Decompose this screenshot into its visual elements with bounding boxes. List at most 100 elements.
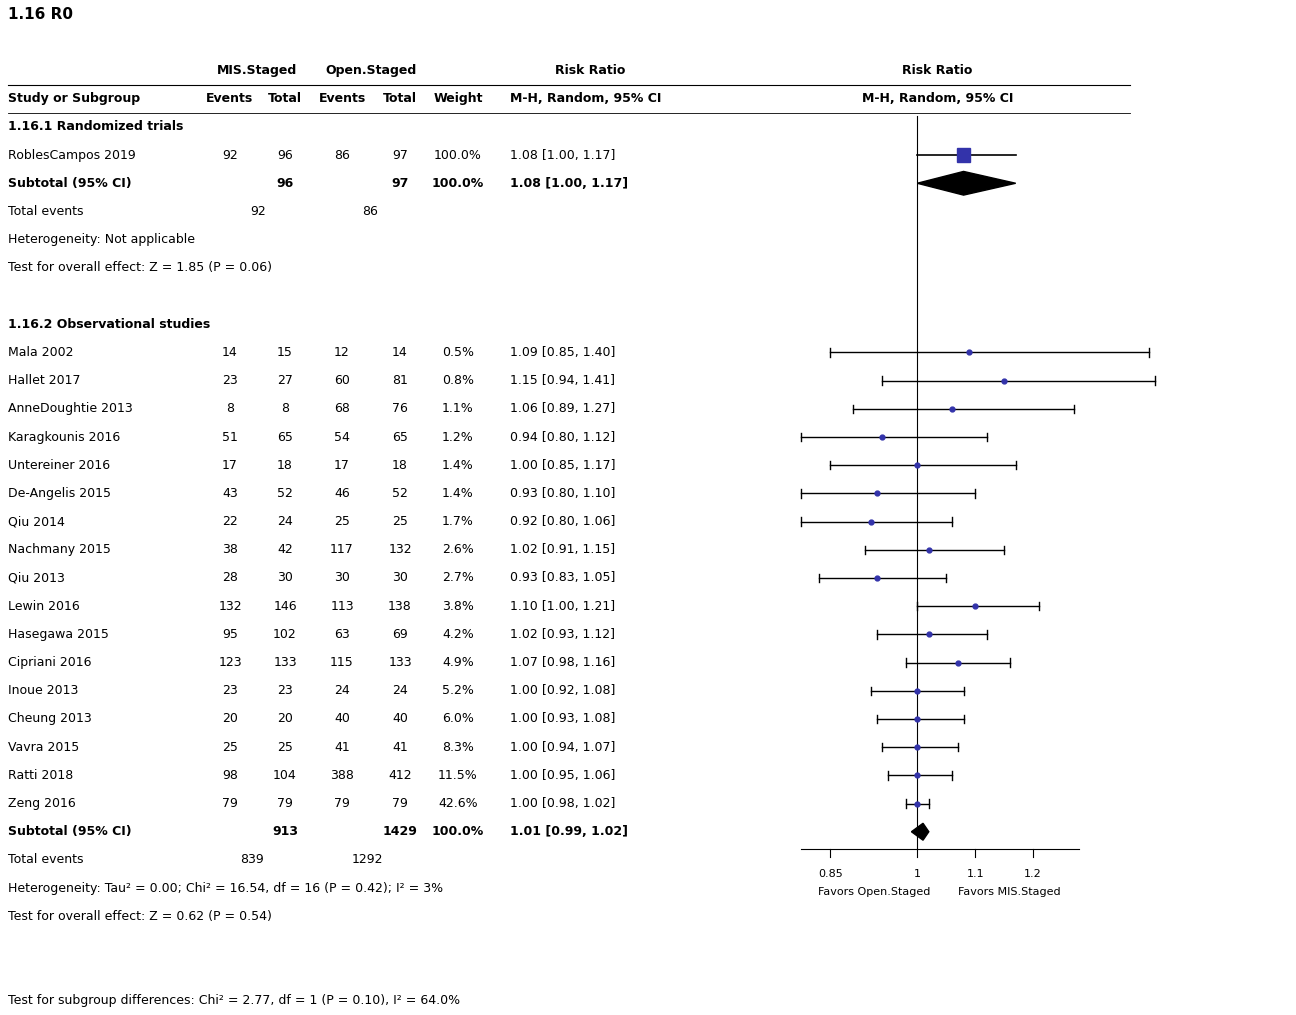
- Text: 15: 15: [277, 346, 293, 359]
- Text: 98: 98: [222, 768, 238, 782]
- Text: 27: 27: [277, 375, 293, 387]
- Text: 1.02 [0.93, 1.12]: 1.02 [0.93, 1.12]: [511, 628, 616, 640]
- Text: Zeng 2016: Zeng 2016: [8, 797, 75, 810]
- Text: 79: 79: [393, 797, 408, 810]
- Text: 1.02 [0.91, 1.15]: 1.02 [0.91, 1.15]: [511, 543, 616, 556]
- Text: 24: 24: [277, 515, 293, 528]
- Text: 6.0%: 6.0%: [442, 713, 474, 726]
- Text: 69: 69: [393, 628, 408, 640]
- Text: 18: 18: [277, 459, 293, 472]
- Text: 412: 412: [389, 768, 412, 782]
- Text: 1.00 [0.98, 1.02]: 1.00 [0.98, 1.02]: [511, 797, 616, 810]
- Text: 17: 17: [334, 459, 350, 472]
- Text: 100.0%: 100.0%: [432, 177, 485, 190]
- Text: 97: 97: [393, 148, 408, 161]
- Text: 123: 123: [218, 656, 242, 669]
- Text: 1: 1: [914, 869, 920, 879]
- Text: MIS.Staged: MIS.Staged: [218, 64, 298, 77]
- Text: Hasegawa 2015: Hasegawa 2015: [8, 628, 109, 640]
- Text: 96: 96: [276, 177, 294, 190]
- Text: 43: 43: [222, 487, 238, 500]
- Text: 0.94 [0.80, 1.12]: 0.94 [0.80, 1.12]: [511, 430, 616, 444]
- Text: 100.0%: 100.0%: [434, 148, 482, 161]
- Text: Lewin 2016: Lewin 2016: [8, 600, 80, 613]
- Text: 1429: 1429: [382, 825, 417, 838]
- Text: 52: 52: [393, 487, 408, 500]
- Text: M-H, Random, 95% CI: M-H, Random, 95% CI: [862, 92, 1013, 106]
- Bar: [956, 148, 971, 162]
- Text: Risk Ratio: Risk Ratio: [555, 64, 625, 77]
- Text: 65: 65: [277, 430, 293, 444]
- Text: 115: 115: [330, 656, 354, 669]
- Text: 8.3%: 8.3%: [442, 741, 474, 754]
- Text: 86: 86: [362, 205, 378, 218]
- Text: 25: 25: [334, 515, 350, 528]
- Text: 4.9%: 4.9%: [442, 656, 474, 669]
- Text: 1292: 1292: [353, 854, 384, 867]
- Text: 1.4%: 1.4%: [442, 459, 474, 472]
- Text: 14: 14: [393, 346, 408, 359]
- Text: Open.Staged: Open.Staged: [325, 64, 416, 77]
- Polygon shape: [918, 172, 1016, 195]
- Text: 1.09 [0.85, 1.40]: 1.09 [0.85, 1.40]: [511, 346, 616, 359]
- Text: 79: 79: [277, 797, 293, 810]
- Text: 1.08 [1.00, 1.17]: 1.08 [1.00, 1.17]: [511, 177, 629, 190]
- Text: 113: 113: [330, 600, 354, 613]
- Text: Test for subgroup differences: Chi² = 2.77, df = 1 (P = 0.10), I² = 64.0%: Test for subgroup differences: Chi² = 2.…: [8, 995, 460, 1008]
- Text: Nachmany 2015: Nachmany 2015: [8, 543, 111, 556]
- Text: 0.93 [0.80, 1.10]: 0.93 [0.80, 1.10]: [511, 487, 616, 500]
- Text: 2.7%: 2.7%: [442, 571, 474, 585]
- Text: 1.7%: 1.7%: [442, 515, 474, 528]
- Text: 46: 46: [334, 487, 350, 500]
- Text: 388: 388: [330, 768, 354, 782]
- Text: 1.2%: 1.2%: [442, 430, 474, 444]
- Text: Test for overall effect: Z = 1.85 (P = 0.06): Test for overall effect: Z = 1.85 (P = 0…: [8, 261, 272, 274]
- Text: 0.8%: 0.8%: [442, 375, 474, 387]
- Text: Events: Events: [206, 92, 254, 106]
- Text: 30: 30: [393, 571, 408, 585]
- Text: 146: 146: [273, 600, 297, 613]
- Text: 839: 839: [240, 854, 264, 867]
- Text: 86: 86: [334, 148, 350, 161]
- Text: M-H, Random, 95% CI: M-H, Random, 95% CI: [511, 92, 661, 106]
- Text: 40: 40: [334, 713, 350, 726]
- Text: 133: 133: [389, 656, 412, 669]
- Text: De-Angelis 2015: De-Angelis 2015: [8, 487, 111, 500]
- Text: 100.0%: 100.0%: [432, 825, 485, 838]
- Text: 3.8%: 3.8%: [442, 600, 474, 613]
- Text: 5.2%: 5.2%: [442, 684, 474, 697]
- Text: 1.15 [0.94, 1.41]: 1.15 [0.94, 1.41]: [511, 375, 616, 387]
- Text: 25: 25: [393, 515, 408, 528]
- Text: 97: 97: [391, 177, 408, 190]
- Text: 41: 41: [393, 741, 408, 754]
- Text: Inoue 2013: Inoue 2013: [8, 684, 78, 697]
- Text: 132: 132: [389, 543, 412, 556]
- Text: 79: 79: [334, 797, 350, 810]
- Text: 68: 68: [334, 402, 350, 415]
- Text: Favors Open.Staged: Favors Open.Staged: [818, 887, 931, 896]
- Text: 92: 92: [250, 205, 266, 218]
- Text: Total: Total: [268, 92, 302, 106]
- Text: 132: 132: [218, 600, 242, 613]
- Text: Vavra 2015: Vavra 2015: [8, 741, 79, 754]
- Text: 1.06 [0.89, 1.27]: 1.06 [0.89, 1.27]: [511, 402, 616, 415]
- Text: 102: 102: [273, 628, 297, 640]
- Text: RoblesCampos 2019: RoblesCampos 2019: [8, 148, 136, 161]
- Text: Heterogeneity: Not applicable: Heterogeneity: Not applicable: [8, 233, 194, 247]
- Text: 0.85: 0.85: [818, 869, 842, 879]
- Text: 24: 24: [334, 684, 350, 697]
- Text: 1.00 [0.94, 1.07]: 1.00 [0.94, 1.07]: [511, 741, 616, 754]
- Text: 76: 76: [393, 402, 408, 415]
- Text: AnneDoughtie 2013: AnneDoughtie 2013: [8, 402, 132, 415]
- Text: 17: 17: [222, 459, 238, 472]
- Text: 28: 28: [222, 571, 238, 585]
- Text: 104: 104: [273, 768, 297, 782]
- Text: 1.1: 1.1: [967, 869, 984, 879]
- Text: Test for overall effect: Z = 0.62 (P = 0.54): Test for overall effect: Z = 0.62 (P = 0…: [8, 909, 272, 923]
- Text: 41: 41: [334, 741, 350, 754]
- Text: 1.16.2 Observational studies: 1.16.2 Observational studies: [8, 318, 210, 331]
- Text: 1.00 [0.95, 1.06]: 1.00 [0.95, 1.06]: [511, 768, 616, 782]
- Text: 1.00 [0.93, 1.08]: 1.00 [0.93, 1.08]: [511, 713, 616, 726]
- Text: Qiu 2013: Qiu 2013: [8, 571, 65, 585]
- Text: 30: 30: [277, 571, 293, 585]
